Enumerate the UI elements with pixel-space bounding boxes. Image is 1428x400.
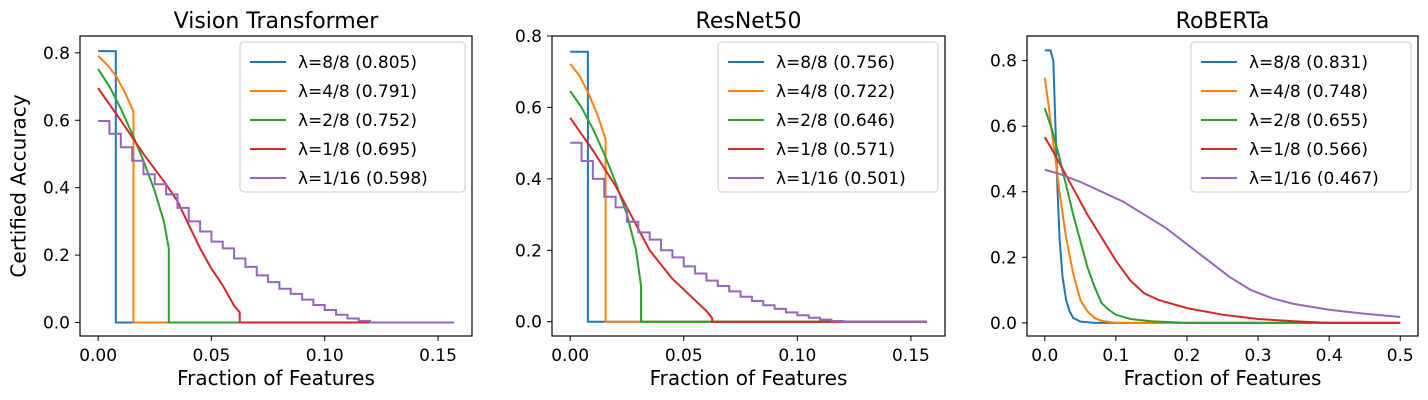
x-axis-label: Fraction of Features: [1124, 366, 1322, 390]
series-group: [97, 50, 454, 324]
y-tick-label: 0.6: [43, 111, 70, 131]
legend-label: λ=1/16 (0.598): [298, 169, 428, 189]
legend-label: λ=2/8 (0.752): [298, 111, 417, 131]
y-tick-label: 0.6: [990, 117, 1017, 137]
legend: λ=8/8 (0.831) λ=4/8 (0.748) λ=2/8 (0.655) λ…: [1190, 41, 1412, 193]
series-line-3: [1043, 136, 1401, 324]
y-tick-label: 0.0: [43, 314, 70, 334]
x-tick-label: 0.00: [79, 346, 117, 366]
x-tick-label: 0.10: [306, 346, 344, 366]
y-tick-label: 0.8: [43, 44, 70, 64]
plot-frame: [1026, 35, 1419, 337]
legend-label: λ=8/8 (0.831): [1249, 53, 1368, 73]
plot-frame: [79, 35, 473, 337]
chart-title: ResNet50: [696, 9, 802, 34]
x-tick-label: 0.1: [1102, 346, 1129, 366]
legend: λ=8/8 (0.756) λ=4/8 (0.722) λ=2/8 (0.646) λ…: [717, 41, 939, 193]
legend-label: λ=1/16 (0.501): [776, 169, 906, 189]
series-line-0: [1044, 49, 1401, 324]
y-tick-label: 0.2: [990, 248, 1017, 268]
x-tick-label: 0.2: [1173, 346, 1200, 366]
x-tick-label: 0.15: [892, 346, 930, 366]
x-tick-label: 0.15: [419, 346, 457, 366]
series-line-3: [97, 87, 454, 324]
x-tick-label: 0.3: [1245, 346, 1272, 366]
series-line-2: [97, 68, 454, 324]
x-tick-label: 0.05: [665, 346, 703, 366]
legend-box: [1190, 41, 1412, 193]
legend-label: λ=2/8 (0.655): [1249, 111, 1368, 131]
x-axis-label: Fraction of Features: [177, 366, 375, 390]
series-group: [569, 50, 927, 323]
x-tick-label: 0.4: [1316, 346, 1343, 366]
plot-frame: [551, 35, 946, 337]
y-tick-label: 0.8: [515, 27, 542, 47]
legend-box: [239, 41, 466, 193]
series-line-4: [1044, 168, 1401, 318]
legend-label: λ=2/8 (0.646): [776, 111, 895, 131]
x-axis-label: Fraction of Features: [650, 366, 848, 390]
chart-panel-2: 0.0 0.1 0.2 0.3 0.4 0.5 0.0 0.2 0.4 0.6 0.8 RoBERTa…: [990, 9, 1419, 390]
y-tick-label: 0.0: [515, 313, 542, 333]
series-group: [1043, 49, 1401, 324]
x-tick-label: 0.00: [551, 346, 589, 366]
chart-panel-0: 0.00 0.05 0.10 0.15 0.0 0.2 0.4 0.6 0.8 Vision Tr…: [7, 9, 473, 390]
legend-label: λ=8/8 (0.756): [776, 53, 895, 73]
series-line-1: [97, 55, 454, 324]
y-tick-label: 0.4: [515, 170, 542, 190]
legend-label: λ=1/8 (0.695): [298, 140, 417, 160]
y-tick-label: 0.6: [515, 98, 542, 118]
y-axis-label: Certified Accuracy: [7, 94, 31, 277]
legend-label: λ=1/8 (0.566): [1249, 140, 1368, 160]
series-line-3: [569, 117, 927, 323]
y-tick-label: 0.0: [990, 314, 1017, 334]
y-tick-label: 0.4: [43, 179, 70, 199]
x-tick-label: 0.05: [192, 346, 230, 366]
legend-label: λ=4/8 (0.748): [1249, 82, 1368, 102]
legend-label: λ=1/16 (0.467): [1249, 169, 1379, 189]
series-line-4: [98, 119, 454, 324]
series-line-4: [570, 141, 927, 323]
legend-box: [717, 41, 939, 193]
legend-label: λ=4/8 (0.791): [298, 82, 417, 102]
y-tick-label: 0.4: [990, 183, 1017, 203]
chart-title: Vision Transformer: [174, 9, 380, 34]
y-tick-label: 0.8: [990, 52, 1017, 72]
x-tick-label: 0.0: [1031, 346, 1058, 366]
legend-label: λ=8/8 (0.805): [298, 53, 417, 73]
legend: λ=8/8 (0.805) λ=4/8 (0.791) λ=2/8 (0.752) λ…: [239, 41, 466, 193]
legend-label: λ=4/8 (0.722): [776, 82, 895, 102]
chart-title: RoBERTa: [1176, 9, 1270, 34]
y-tick-label: 0.2: [43, 246, 70, 266]
y-tick-label: 0.2: [515, 241, 542, 261]
chart-panel-1: 0.00 0.05 0.10 0.15 0.0 0.2 0.4 0.6 0.8 ResNet50 F…: [515, 9, 946, 390]
legend-label: λ=1/8 (0.571): [776, 140, 895, 160]
x-tick-label: 0.10: [778, 346, 816, 366]
x-tick-label: 0.5: [1387, 346, 1414, 366]
series-line-1: [569, 63, 927, 323]
